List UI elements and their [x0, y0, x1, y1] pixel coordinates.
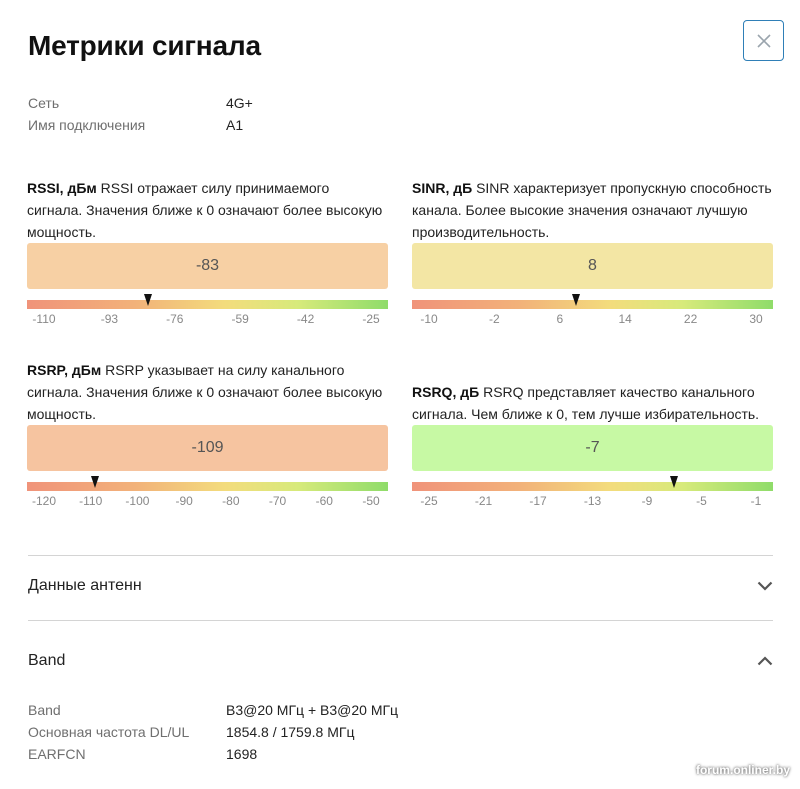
metric-scale: -10 -2 6 14 22 30	[412, 294, 773, 328]
section-title: Данные антенн	[28, 577, 142, 594]
info-label: Сеть	[28, 95, 60, 111]
metric-name: RSSI, дБм	[27, 180, 97, 196]
metric-value: 8	[588, 257, 597, 274]
metric-text: SINR характеризует пропускную способност…	[412, 180, 772, 240]
scale-tick-label: -50	[362, 494, 380, 508]
scale-tick-label: -21	[474, 494, 493, 508]
metric-sinr: SINR, дБ SINR характеризует пропускную с…	[412, 177, 773, 328]
chevron-up-icon[interactable]	[757, 656, 773, 666]
scale-tick-label: -17	[529, 494, 547, 508]
scale-tick-label: -25	[362, 312, 380, 326]
metric-value-box: -109	[27, 425, 388, 471]
scale-tick-label: -70	[268, 494, 287, 508]
scale-tick-label: -120	[31, 494, 57, 508]
scale-tick-label: -2	[489, 312, 500, 326]
scale-tick-label: -59	[231, 312, 249, 326]
metric-name: RSRP, дБм	[27, 362, 102, 378]
scale-gradient-bar	[412, 300, 773, 309]
scale-gradient-bar	[412, 482, 773, 491]
metric-text: RSSI отражает силу принимаемого сигнала.…	[27, 180, 383, 240]
band-value: 1854.8 / 1759.8 МГц	[226, 724, 355, 740]
info-label: Имя подключения	[28, 117, 146, 133]
metric-value: -109	[191, 439, 224, 456]
close-icon	[756, 33, 771, 48]
metric-scale: -120 -110 -100 -90 -80 -70 -60 -50	[27, 476, 388, 510]
scale-gradient-bar	[27, 300, 388, 309]
scale-tick-label: -110	[32, 312, 56, 326]
metric-description: SINR, дБ SINR характеризует пропускную с…	[412, 177, 773, 243]
info-value: A1	[226, 117, 244, 133]
band-row: Band B3@20 МГц + B3@20 МГц	[28, 702, 398, 718]
scale-tick-label: -1	[750, 494, 762, 508]
scale-tick-label: -110	[79, 494, 103, 508]
metric-text: RSRP указывает на силу канального сигнал…	[27, 362, 383, 422]
scale-tick-label: -93	[100, 312, 119, 326]
metric-value-box: -83	[27, 243, 388, 289]
chevron-down-icon[interactable]	[757, 581, 773, 591]
divider	[28, 620, 773, 621]
scale-tick-label: -9	[641, 494, 653, 508]
metric-rssi: RSSI, дБм RSSI отражает силу принимаемог…	[27, 177, 388, 328]
close-button[interactable]	[743, 20, 784, 61]
scale-tick-label: -100	[125, 494, 150, 508]
band-value: 1698	[226, 746, 258, 762]
scale-tick-label: -60	[315, 494, 333, 508]
info-value: 4G+	[226, 95, 253, 111]
scale-tick-label: -5	[696, 494, 707, 508]
scale-tick-label: 14	[618, 312, 632, 326]
scale-marker-icon	[91, 476, 100, 488]
metric-value: -7	[585, 439, 600, 456]
scale-gradient-bar	[27, 482, 388, 491]
metric-scale: -110 -93 -76 -59 -42 -25	[27, 294, 388, 328]
scale-tick-label: -42	[296, 312, 315, 326]
scale-tick-label: 6	[556, 312, 564, 326]
metric-scale: -25 -21 -17 -13 -9 -5 -1	[412, 476, 773, 510]
section-antenna-data[interactable]: Данные антенн	[28, 577, 773, 595]
section-title: Band	[28, 652, 66, 669]
metric-description: RSRQ, дБ RSRQ представляет качество кана…	[412, 381, 773, 425]
scale-tick-label: 22	[683, 312, 698, 326]
metric-value-box: 8	[412, 243, 773, 289]
scale-tick-label: -80	[222, 494, 240, 508]
band-label: EARFCN	[28, 746, 86, 762]
scale-tick-label: -25	[420, 494, 438, 508]
band-label: Band	[28, 702, 61, 718]
scale-ticks: -10 -2 6 14 22 30	[412, 312, 773, 328]
scale-tick-label: -10	[420, 312, 438, 326]
band-value: B3@20 МГц + B3@20 МГц	[226, 702, 399, 718]
band-label: Основная частота DL/UL	[28, 724, 190, 740]
band-row: Основная частота DL/UL 1854.8 / 1759.8 М…	[28, 724, 354, 740]
section-band[interactable]: Band	[28, 652, 773, 670]
metric-rsrq: RSRQ, дБ RSRQ представляет качество кана…	[412, 381, 773, 510]
metric-description: RSSI, дБм RSSI отражает силу принимаемог…	[27, 177, 388, 243]
metric-rsrp: RSRP, дБм RSRP указывает на силу канальн…	[27, 359, 388, 510]
metric-name: RSRQ, дБ	[412, 384, 480, 400]
info-row-connection: Имя подключения A1	[28, 117, 243, 133]
divider	[28, 555, 773, 556]
metric-value: -83	[195, 257, 220, 274]
metric-name: SINR, дБ	[412, 180, 473, 196]
scale-tick-label: -76	[166, 312, 184, 326]
scale-tick-label: -13	[583, 494, 602, 508]
band-row: EARFCN 1698	[28, 746, 257, 762]
scale-marker-icon	[572, 294, 581, 306]
scale-tick-label: -90	[175, 494, 193, 508]
metric-text: RSRQ представляет качество канального си…	[412, 384, 760, 422]
metric-value-box: -7	[412, 425, 773, 471]
scale-marker-icon	[670, 476, 679, 488]
metric-description: RSRP, дБм RSRP указывает на силу канальн…	[27, 359, 388, 425]
info-row-network: Сеть 4G+	[28, 95, 253, 111]
scale-ticks: -110 -93 -76 -59 -42 -25	[27, 312, 388, 328]
scale-ticks: -25 -21 -17 -13 -9 -5 -1	[412, 494, 773, 510]
scale-tick-label: 30	[749, 312, 763, 326]
scale-marker-icon	[143, 294, 152, 306]
page-title: Метрики сигнала	[28, 30, 261, 61]
watermark: forum.onliner.by	[695, 763, 790, 777]
scale-ticks: -120 -110 -100 -90 -80 -70 -60 -50	[27, 494, 388, 510]
